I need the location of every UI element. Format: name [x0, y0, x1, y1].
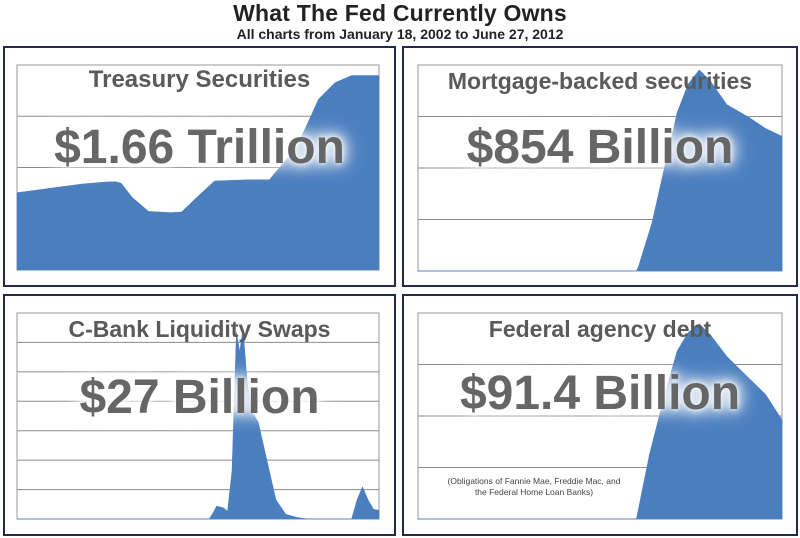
swaps-chart: [16, 312, 380, 520]
treasury-chart: [16, 64, 380, 271]
agency-footnote-line2: the Federal Home Loan Banks): [474, 487, 594, 497]
mbs-chart: [417, 64, 783, 272]
treasury-area-series: [16, 75, 380, 271]
agency-chart-panel: Federal agency debt $91.4 Billion (Oblig…: [402, 294, 798, 536]
mbs-area-series: [418, 69, 783, 272]
swaps-big-value: $27 Billion: [79, 371, 320, 424]
page-subtitle: All charts from January 18, 2002 to June…: [236, 26, 564, 42]
agency-chart-title: Federal agency debt: [488, 316, 712, 342]
treasury-chart-panel: Treasury Securities $1.66 Trillion: [3, 46, 396, 287]
mbs-chart-panel: Mortgage-backed securities $854 Billion: [402, 46, 798, 287]
mbs-big-value: $854 Billion: [466, 121, 734, 174]
swaps-area-series: [17, 329, 380, 520]
agency-big-value: $91.4 Billion: [459, 367, 741, 420]
swaps-chart-panel: C-Bank Liquidity Swaps $27 Billion: [3, 294, 396, 536]
agency-footnote: (Obligations of Fannie Mae, Freddie Mac,…: [434, 476, 634, 498]
agency-footnote-line1: (Obligations of Fannie Mae, Freddie Mac,…: [447, 476, 621, 486]
agency-chart: [417, 312, 783, 520]
swaps-plot-area: [16, 312, 380, 520]
treasury-chart-title: Treasury Securities: [88, 66, 311, 93]
swaps-chart-title: C-Bank Liquidity Swaps: [68, 316, 331, 342]
treasury-big-value: $1.66 Trillion: [54, 121, 345, 174]
agency-area-series: [418, 323, 783, 520]
page-title: What The Fed Currently Owns: [233, 0, 567, 26]
mbs-chart-title: Mortgage-backed securities: [447, 68, 753, 94]
